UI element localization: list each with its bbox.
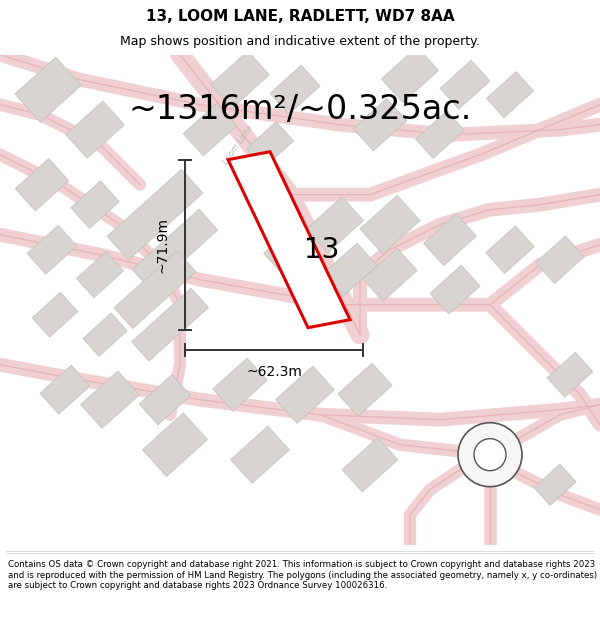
Polygon shape (382, 47, 439, 102)
Polygon shape (40, 365, 90, 414)
Polygon shape (132, 209, 218, 290)
Polygon shape (81, 371, 139, 428)
Polygon shape (487, 72, 533, 118)
Polygon shape (547, 352, 593, 397)
Polygon shape (416, 111, 464, 158)
Text: ~71.9m: ~71.9m (156, 217, 170, 272)
Polygon shape (534, 464, 576, 506)
Polygon shape (231, 426, 289, 483)
Polygon shape (307, 197, 364, 252)
Polygon shape (353, 99, 407, 151)
Polygon shape (71, 181, 119, 229)
Text: Contains OS data © Crown copyright and database right 2021. This information is : Contains OS data © Crown copyright and d… (8, 560, 597, 590)
Polygon shape (15, 159, 69, 211)
Polygon shape (430, 265, 480, 314)
Text: 13: 13 (304, 236, 340, 264)
Polygon shape (270, 65, 320, 114)
Polygon shape (15, 57, 81, 122)
Text: Map shows position and indicative extent of the property.: Map shows position and indicative extent… (120, 34, 480, 48)
Polygon shape (131, 288, 208, 361)
Polygon shape (139, 374, 191, 425)
Polygon shape (213, 358, 267, 411)
Polygon shape (66, 101, 124, 158)
Polygon shape (27, 225, 77, 274)
Polygon shape (424, 214, 476, 266)
Polygon shape (360, 196, 420, 254)
Circle shape (474, 439, 506, 471)
Polygon shape (183, 104, 237, 156)
Polygon shape (32, 292, 78, 337)
Polygon shape (263, 224, 316, 276)
Polygon shape (363, 248, 417, 301)
Text: Loom Lane: Loom Lane (221, 123, 255, 166)
Polygon shape (342, 438, 398, 492)
Polygon shape (228, 152, 350, 328)
Polygon shape (83, 313, 127, 356)
Polygon shape (114, 251, 196, 329)
Polygon shape (276, 366, 334, 423)
Text: ~62.3m: ~62.3m (246, 364, 302, 379)
Polygon shape (338, 363, 392, 416)
Polygon shape (211, 51, 269, 108)
Text: ~1316m²/~0.325ac.: ~1316m²/~0.325ac. (128, 93, 472, 126)
Polygon shape (76, 252, 124, 298)
Polygon shape (143, 413, 208, 476)
Polygon shape (440, 60, 490, 109)
Text: 13, LOOM LANE, RADLETT, WD7 8AA: 13, LOOM LANE, RADLETT, WD7 8AA (146, 9, 454, 24)
Polygon shape (536, 236, 584, 284)
Circle shape (458, 422, 522, 487)
Polygon shape (247, 122, 293, 168)
Polygon shape (107, 169, 203, 260)
Polygon shape (486, 226, 534, 274)
Polygon shape (323, 243, 377, 296)
